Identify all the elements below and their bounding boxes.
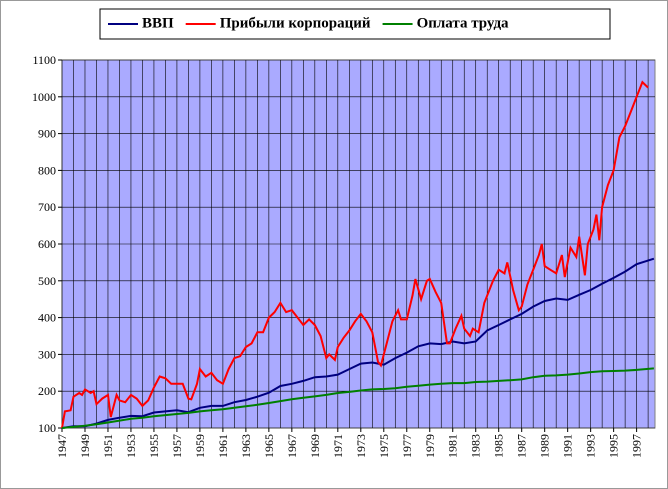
x-tick-label: 1987 [515, 434, 529, 458]
y-tick-label: 500 [38, 274, 56, 288]
x-tick-label: 1949 [78, 434, 92, 458]
series-line [61, 80, 649, 429]
x-tick-label: 1953 [124, 434, 138, 458]
x-tick-label: 1973 [354, 434, 368, 458]
x-tick-label: 1959 [193, 434, 207, 458]
x-tick-label: 1969 [308, 434, 322, 458]
x-tick-label: 1951 [101, 434, 115, 458]
x-tick-label: 1977 [400, 434, 414, 458]
y-tick-label: 1100 [32, 53, 56, 67]
legend-label: Оплата труда [417, 15, 509, 31]
series-line [61, 367, 654, 429]
x-tick-label: 1967 [285, 434, 299, 458]
x-tick-label: 1985 [492, 434, 506, 458]
legend-label: ВВП [142, 15, 174, 31]
x-tick-label: 1965 [262, 434, 276, 458]
x-tick-label: 1983 [469, 434, 483, 458]
legend-label: Прибыли корпораций [220, 15, 371, 31]
x-tick-label: 1981 [446, 434, 460, 458]
x-tick-label: 1955 [147, 434, 161, 458]
y-tick-label: 900 [38, 127, 56, 141]
x-tick-label: 1997 [630, 434, 644, 458]
x-tick-label: 1991 [561, 434, 575, 458]
x-tick-label: 1957 [170, 434, 184, 458]
x-tick-label: 1989 [538, 434, 552, 458]
x-tick-label: 1993 [584, 434, 598, 458]
y-tick-label: 400 [38, 311, 56, 325]
x-tick-label: 1995 [607, 434, 621, 458]
y-tick-label: 700 [38, 200, 56, 214]
y-tick-label: 1000 [32, 90, 56, 104]
x-tick-label: 1963 [239, 434, 253, 458]
legend-box [99, 8, 611, 40]
y-tick-label: 600 [38, 237, 56, 251]
x-tick-label: 1975 [377, 434, 391, 458]
series-line [61, 257, 655, 429]
x-tick-label: 1971 [331, 434, 345, 458]
y-tick-label: 200 [38, 384, 56, 398]
y-tick-label: 300 [38, 347, 56, 361]
x-tick-label: 1947 [55, 434, 69, 458]
y-tick-label: 800 [38, 163, 56, 177]
y-tick-label: 100 [38, 421, 56, 435]
x-tick-label: 1979 [423, 434, 437, 458]
x-tick-label: 1961 [216, 434, 230, 458]
